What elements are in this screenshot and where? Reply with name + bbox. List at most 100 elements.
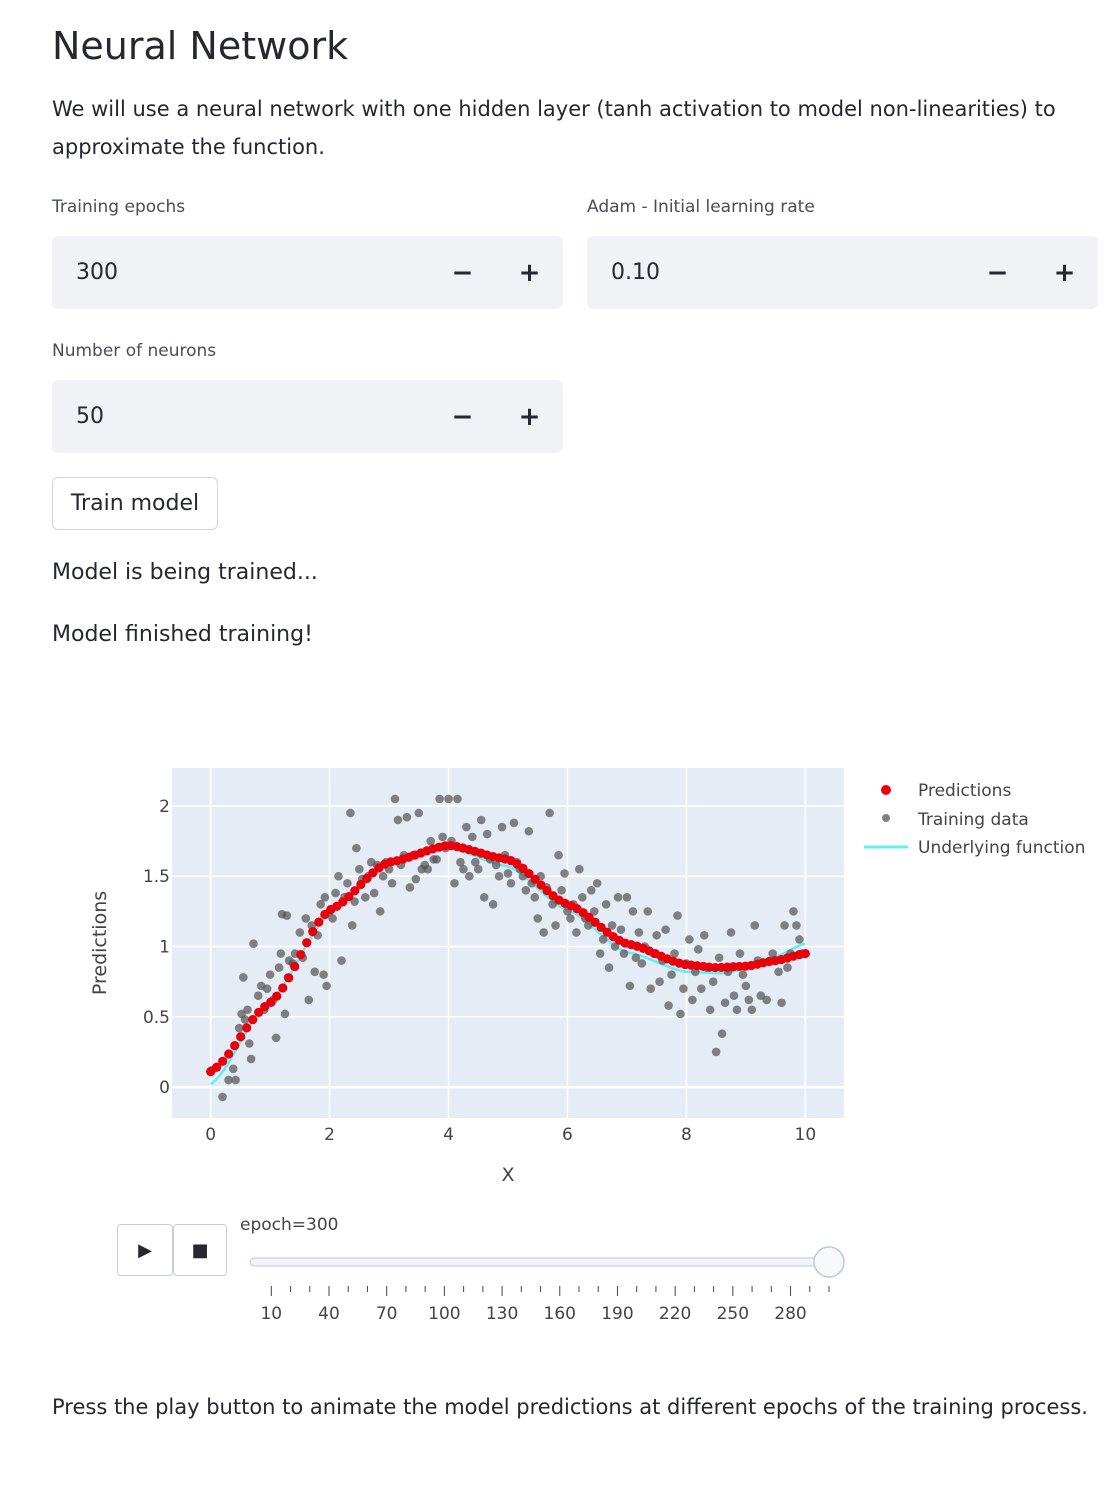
training-point xyxy=(503,869,513,878)
training-point xyxy=(711,1047,721,1057)
prediction-point xyxy=(518,863,528,874)
page-title: Neural Network xyxy=(52,24,349,68)
slider-handle[interactable] xyxy=(813,1246,845,1278)
slider-tick-label: 100 xyxy=(428,1304,460,1324)
training-point xyxy=(228,1064,238,1074)
training-point xyxy=(405,883,415,892)
training-point xyxy=(435,794,444,804)
training-point xyxy=(676,1009,685,1019)
training-point xyxy=(352,843,361,853)
neurons-increment-button[interactable]: + xyxy=(518,401,541,432)
training-point xyxy=(218,1092,227,1102)
training-point xyxy=(533,914,543,923)
x-tick-label: 8 xyxy=(681,1125,692,1145)
epoch-slider[interactable]: 10 40 70 100 130 160 190 220 250 280 xyxy=(240,1240,860,1340)
training-point xyxy=(622,893,632,902)
training-point xyxy=(664,1001,673,1010)
training-point xyxy=(468,832,477,842)
x-tick-label: 2 xyxy=(324,1125,335,1145)
training-point xyxy=(717,1029,727,1038)
training-point xyxy=(607,921,617,930)
stop-button[interactable]: ■ xyxy=(173,1224,227,1276)
neurons-value[interactable]: 50 xyxy=(76,404,104,429)
training-point xyxy=(488,900,498,909)
training-point xyxy=(744,995,754,1005)
prediction-point xyxy=(362,873,372,884)
prediction-point xyxy=(248,1015,258,1025)
epochs-input[interactable]: 300 − + xyxy=(52,236,563,309)
training-point xyxy=(548,900,557,909)
epochs-value[interactable]: 300 xyxy=(76,260,118,285)
slider-tick-label: 40 xyxy=(318,1304,340,1324)
learning-rate-input[interactable]: 0.10 − + xyxy=(587,236,1098,309)
training-point xyxy=(253,991,263,1001)
learning-rate-value[interactable]: 0.10 xyxy=(611,260,660,285)
training-point xyxy=(783,963,792,972)
prediction-point xyxy=(242,1023,252,1033)
training-point xyxy=(497,822,507,832)
training-point xyxy=(459,864,468,874)
prediction-point xyxy=(524,868,534,879)
epochs-label: Training epochs xyxy=(52,197,186,217)
epochs-increment-button[interactable]: + xyxy=(518,257,541,288)
learning-rate-increment-button[interactable]: + xyxy=(1053,257,1076,288)
prediction-point xyxy=(254,1007,264,1017)
training-point xyxy=(583,921,593,930)
prediction-point xyxy=(344,891,354,902)
slider-tick-label: 190 xyxy=(601,1304,633,1324)
training-point xyxy=(402,812,412,822)
slider-tick-label: 160 xyxy=(544,1304,576,1324)
status-finished: Model finished training! xyxy=(52,622,313,647)
training-point xyxy=(589,907,599,916)
training-point xyxy=(414,808,424,818)
training-point xyxy=(249,939,258,949)
training-point xyxy=(694,945,703,954)
y-tick-label: 2 xyxy=(159,797,170,817)
training-point xyxy=(301,914,311,923)
neurons-input[interactable]: 50 − + xyxy=(52,380,563,453)
training-point xyxy=(578,893,587,902)
training-point xyxy=(506,878,516,888)
training-point xyxy=(240,1015,250,1024)
training-point xyxy=(780,921,789,930)
training-point xyxy=(530,893,540,902)
training-point xyxy=(545,808,554,818)
play-button[interactable]: ▶ xyxy=(117,1224,173,1276)
training-point xyxy=(601,900,611,909)
training-point xyxy=(729,991,739,1001)
learning-rate-decrement-button[interactable]: − xyxy=(986,257,1009,288)
slider-track[interactable] xyxy=(249,1257,831,1267)
training-point xyxy=(456,857,465,867)
legend-predictions-label: Predictions xyxy=(918,781,1011,801)
training-point xyxy=(750,921,760,930)
training-point xyxy=(592,878,602,888)
plot-area xyxy=(172,768,844,1118)
prediction-point xyxy=(284,973,294,983)
prediction-point xyxy=(218,1056,228,1066)
training-point xyxy=(688,995,697,1005)
grid xyxy=(172,768,844,1118)
epochs-decrement-button[interactable]: − xyxy=(451,257,474,288)
training-point xyxy=(575,864,584,874)
legend-training-label: Training data xyxy=(917,810,1029,830)
training-point xyxy=(586,885,596,895)
training-point xyxy=(450,878,459,888)
training-point xyxy=(652,930,661,940)
training-point xyxy=(234,1023,244,1033)
training-point xyxy=(347,921,357,930)
training-point xyxy=(634,928,644,937)
train-model-button[interactable]: Train model xyxy=(52,477,218,530)
training-point xyxy=(619,949,629,958)
predictions-series xyxy=(206,841,810,1077)
training-point xyxy=(465,871,474,881)
prediction-point xyxy=(308,927,318,937)
training-point xyxy=(346,808,355,818)
neurons-decrement-button[interactable]: − xyxy=(451,401,474,432)
prediction-point xyxy=(542,886,552,896)
footer-text: Press the play button to animate the mod… xyxy=(52,1395,1088,1419)
prediction-point xyxy=(536,880,546,890)
training-point xyxy=(554,850,563,860)
x-tick-label: 10 xyxy=(795,1125,817,1145)
y-axis-label: Predictions xyxy=(89,891,111,995)
training-point xyxy=(616,925,626,934)
